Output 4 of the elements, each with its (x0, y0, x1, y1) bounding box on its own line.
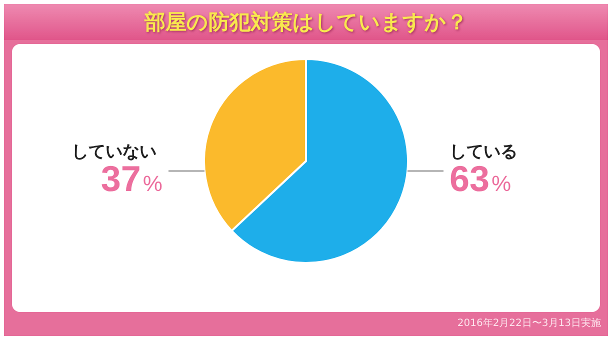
chart-title: 部屋の防犯対策はしていますか？ (4, 4, 608, 40)
text: 2016年2月22日〜3月13日実施 (457, 316, 601, 330)
slice-label: していない (71, 142, 156, 162)
slice-label: している (450, 142, 518, 162)
